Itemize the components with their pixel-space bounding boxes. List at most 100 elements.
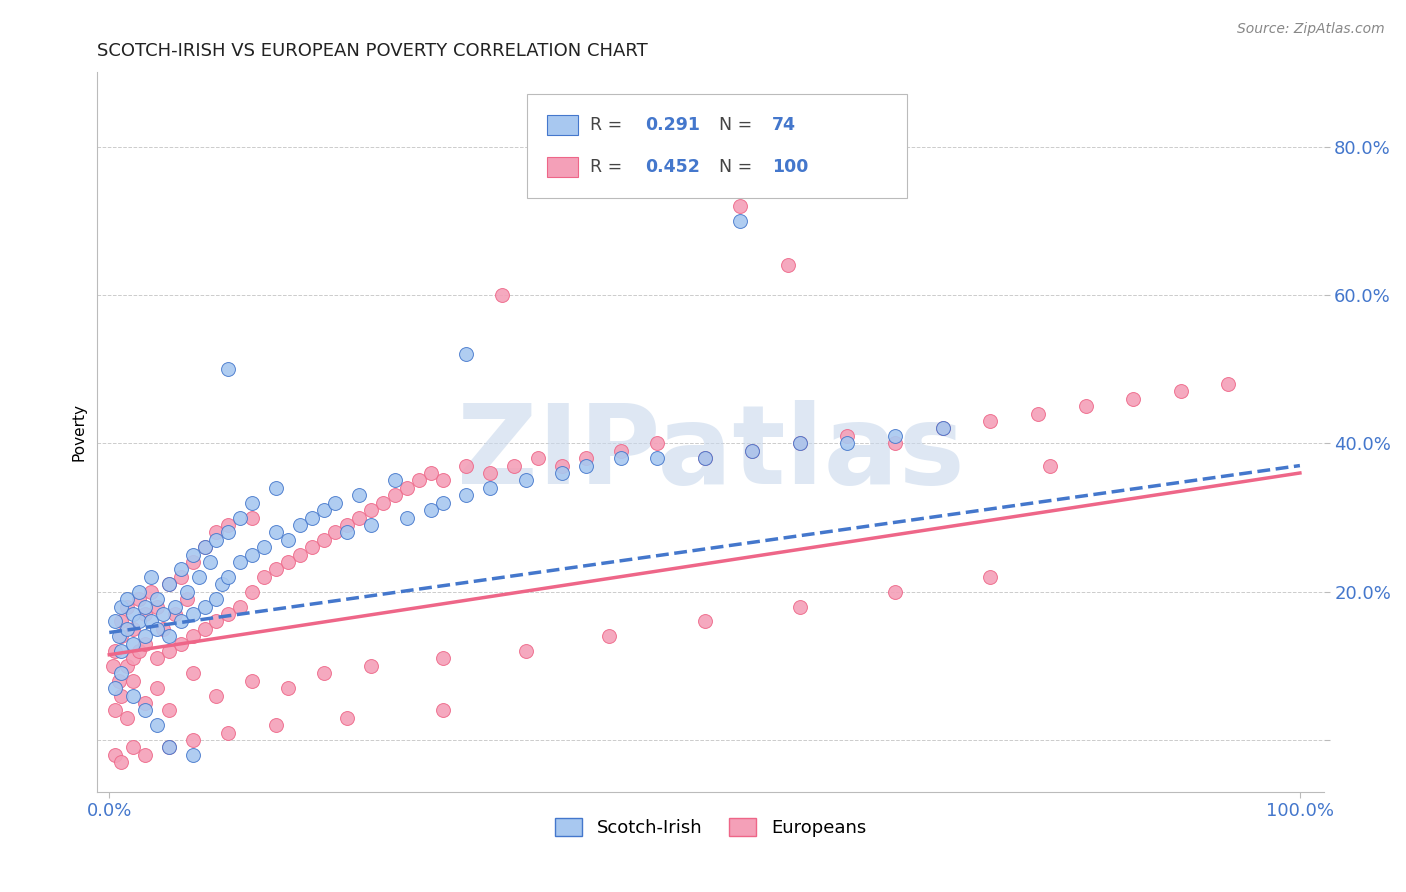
Point bbox=[122, 689, 145, 703]
Point bbox=[115, 622, 138, 636]
Point bbox=[205, 525, 228, 540]
Point bbox=[312, 666, 335, 681]
Point bbox=[432, 474, 454, 488]
Point bbox=[146, 622, 169, 636]
Point bbox=[395, 481, 418, 495]
Point bbox=[217, 362, 239, 376]
Point bbox=[104, 747, 127, 762]
Point bbox=[146, 592, 169, 607]
Legend: Scotch-Irish, Europeans: Scotch-Irish, Europeans bbox=[548, 810, 873, 844]
Point bbox=[170, 637, 193, 651]
Point bbox=[789, 436, 811, 450]
Point bbox=[110, 689, 132, 703]
Point bbox=[419, 503, 441, 517]
Point bbox=[931, 421, 953, 435]
Text: 100: 100 bbox=[772, 159, 808, 177]
Point bbox=[163, 599, 186, 614]
Point bbox=[170, 570, 193, 584]
Point bbox=[598, 629, 620, 643]
Point bbox=[110, 629, 132, 643]
Point bbox=[432, 651, 454, 665]
Point bbox=[301, 540, 323, 554]
Point bbox=[301, 510, 323, 524]
Point bbox=[240, 548, 263, 562]
Point bbox=[115, 592, 138, 607]
Point bbox=[128, 584, 150, 599]
Point bbox=[693, 451, 716, 466]
Point bbox=[253, 540, 276, 554]
Point bbox=[515, 474, 537, 488]
Point bbox=[408, 474, 430, 488]
Point bbox=[205, 533, 228, 547]
Point bbox=[181, 747, 204, 762]
Point bbox=[336, 517, 359, 532]
Point bbox=[277, 533, 299, 547]
Point bbox=[107, 629, 129, 643]
Point bbox=[229, 555, 252, 569]
Point bbox=[211, 577, 233, 591]
Point bbox=[349, 510, 371, 524]
Point bbox=[146, 681, 169, 695]
Point bbox=[122, 622, 145, 636]
Y-axis label: Poverty: Poverty bbox=[72, 403, 86, 461]
Point bbox=[693, 451, 716, 466]
Point bbox=[110, 666, 132, 681]
Point bbox=[360, 517, 382, 532]
Point bbox=[181, 548, 204, 562]
Point bbox=[1026, 407, 1049, 421]
Point bbox=[491, 288, 513, 302]
Point bbox=[139, 615, 162, 629]
Point bbox=[288, 517, 311, 532]
Point bbox=[456, 347, 478, 361]
Point bbox=[432, 496, 454, 510]
Point bbox=[229, 599, 252, 614]
Point bbox=[1074, 399, 1097, 413]
Point bbox=[157, 703, 180, 717]
Point bbox=[277, 555, 299, 569]
Point bbox=[1170, 384, 1192, 399]
Text: 0.291: 0.291 bbox=[645, 116, 700, 134]
Point bbox=[336, 711, 359, 725]
Point bbox=[456, 458, 478, 473]
FancyBboxPatch shape bbox=[527, 94, 907, 198]
Point bbox=[419, 466, 441, 480]
Point bbox=[456, 488, 478, 502]
Point bbox=[360, 658, 382, 673]
Point bbox=[157, 577, 180, 591]
Point bbox=[139, 584, 162, 599]
Point bbox=[122, 607, 145, 621]
Point bbox=[229, 510, 252, 524]
Point bbox=[110, 615, 132, 629]
Text: 0.452: 0.452 bbox=[645, 159, 700, 177]
Text: N =: N = bbox=[718, 159, 758, 177]
Point bbox=[217, 607, 239, 621]
Point bbox=[110, 644, 132, 658]
Point bbox=[1218, 376, 1240, 391]
Point bbox=[730, 199, 752, 213]
Point bbox=[193, 622, 215, 636]
Point bbox=[645, 451, 668, 466]
Point bbox=[200, 555, 222, 569]
Point bbox=[157, 629, 180, 643]
Point bbox=[134, 607, 156, 621]
Point bbox=[181, 666, 204, 681]
Point bbox=[104, 615, 127, 629]
Point bbox=[187, 570, 209, 584]
Point bbox=[152, 607, 174, 621]
Point bbox=[157, 740, 180, 755]
Point bbox=[240, 673, 263, 688]
Point bbox=[312, 503, 335, 517]
Point bbox=[134, 637, 156, 651]
Point bbox=[610, 451, 633, 466]
Point bbox=[776, 258, 799, 272]
Point bbox=[104, 644, 127, 658]
Point bbox=[240, 584, 263, 599]
Point bbox=[122, 637, 145, 651]
Point bbox=[371, 496, 394, 510]
Point bbox=[170, 615, 193, 629]
Point bbox=[837, 429, 859, 443]
Point bbox=[240, 496, 263, 510]
Point bbox=[128, 615, 150, 629]
Point bbox=[181, 629, 204, 643]
Point bbox=[384, 474, 406, 488]
